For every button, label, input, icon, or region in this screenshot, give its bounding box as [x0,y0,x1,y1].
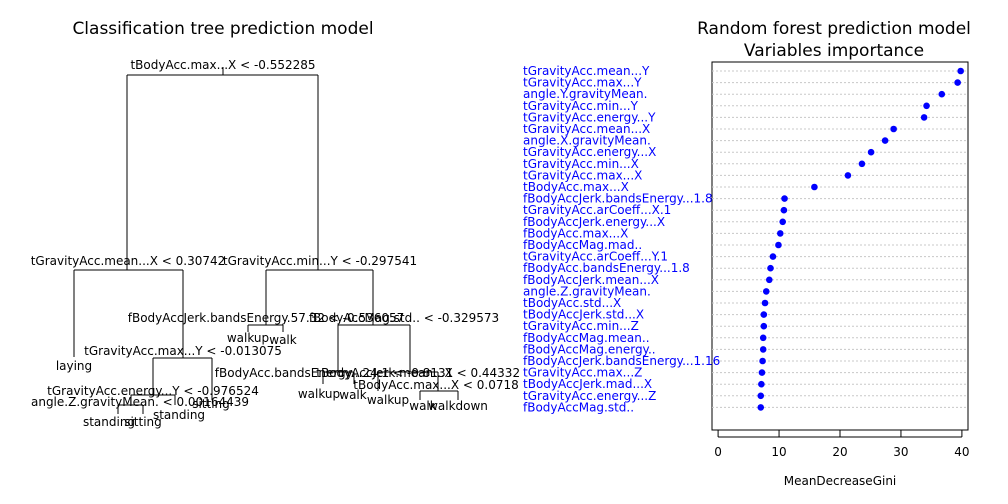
tree-leaf-label: walk [409,399,437,413]
variable-label: fBodyAccMag.std.. [523,400,634,414]
variable-label: tGravityAcc.energy...X [523,145,656,159]
tree-split-label: angle.Z.gravityMean. < 0.00164439 [31,395,249,409]
tree-split-label: tGravityAcc.energy...Y < -0.976524 [47,384,259,398]
variable-label: tGravityAcc.max...Y [523,76,642,90]
tree-split-label: fBodyAccJerk.bandsEnergy.57.32 < -0.5360… [128,311,405,325]
variable-label: tGravityAcc.energy...Y [523,110,656,124]
importance-point [769,253,777,260]
tree-leaf-label: walk [339,388,367,402]
importance-point [844,172,852,179]
variable-label: tBodyAccJerk.std...X [523,308,644,322]
variable-label: fBodyAccJerk.energy...X [523,215,665,229]
variable-label: tBodyAcc.max...X [523,180,629,194]
importance-point [920,114,928,121]
variable-label: tGravityAcc.energy...Z [523,389,656,403]
importance-point [923,102,930,110]
x-tick-label: 10 [771,445,786,459]
tree-split-label: tGravityAcc.min...Y < -0.297541 [223,254,417,268]
importance-point [765,276,773,284]
importance-point [858,160,866,168]
variable-label: tGravityAcc.arCoeff...Y.1 [523,250,668,264]
importance-point [760,322,768,330]
importance-point [759,334,767,342]
variable-label: fBodyAcc.bandsEnergy...1.8 [523,261,690,275]
tree-leaf-label: laying [56,359,92,373]
tree-split-label: tBodyAcc.max...X < -0.552285 [130,58,315,72]
importance-point [760,311,768,318]
variable-label: fBodyAccMag.mean.. [523,331,650,345]
tree-split-label: tBodyAccJerk.mean...X < 0.443322 [316,366,520,380]
tree-leaf-label: walkup [298,387,340,401]
importance-point [759,357,766,365]
x-tick-label: 40 [954,445,969,459]
tree-leaf-label: sitting [124,415,162,429]
importance-point [758,380,765,388]
variable-label: tGravityAcc.mean...Y [523,64,650,78]
variable-label: tBodyAcc.std...X [523,296,621,310]
importance-point [776,230,784,237]
importance-point [761,299,769,307]
importance-point [781,195,788,202]
x-tick-label: 0 [714,445,722,459]
variable-label: fBodyAccMag.energy.. [523,342,656,356]
tree-leaf-label: sitting [192,397,230,411]
tree-leaf-label: walkdown [428,399,488,413]
tree-split-label: tGravityAcc.mean...X < 0.30742 [31,254,226,268]
variable-label: fBodyAccJerk.bandsEnergy...1.8 [523,192,713,206]
tree-split-label: fBodyAccMag.std.. < -0.329573 [309,311,499,325]
tree-leaf-label: standing [83,415,135,429]
importance-point [881,137,889,144]
variable-label: fBodyAcc.max...X [523,226,628,240]
importance-point [757,392,765,400]
variable-label: tGravityAcc.min...Z [523,319,639,333]
variable-label: tGravityAcc.mean...X [523,122,650,136]
importance-point [938,90,946,98]
x-tick-label: 30 [893,445,908,459]
variable-label: fBodyAccMag.mad.. [523,238,642,252]
variable-label: tGravityAcc.min...Y [523,99,639,113]
importance-point [759,346,767,353]
tree-split-label: tGravityAcc.max...Y < -0.013075 [84,344,282,358]
variable-label: tBodyAccJerk.mad...X [523,377,652,391]
tree-split-label: tBodyAcc.max...X < 0.0718 [353,378,519,392]
importance-point [954,79,961,86]
importance-point [775,241,782,249]
tree-split-label: fBodyAcc.bandsEnergy...24.1 < -0.8131 [215,366,453,380]
variable-label: fBodyAccJerk.mean...X [523,273,659,287]
variable-label: tGravityAcc.max...X [523,168,642,182]
variable-label: tGravityAcc.arCoeff...X.1 [523,203,671,217]
tree-leaf-label: walkup [367,393,409,407]
importance-point [811,183,818,191]
classification-tree: tBodyAcc.max...X < -0.552285 tGravityAcc.… [31,58,520,429]
variable-label: fBodyAccJerk.bandsEnergy...1.16 [523,354,720,368]
variable-label: angle.Z.gravityMean. [523,284,651,298]
importance-point [890,125,897,133]
importance-point [780,206,788,214]
variable-label: angle.Y.gravityMean. [523,87,647,101]
importance-point [779,218,787,226]
x-axis-label: MeanDecreaseGini [784,474,897,488]
tree-leaf-label: walkup [227,331,269,345]
variable-label: angle.X.gravityMean. [523,134,651,148]
tree-leaf-label: walk [269,333,297,347]
importance-point [758,369,766,376]
forest-subtitle: Variables importance [743,41,925,61]
tree-title: Classification tree prediction model [72,19,374,39]
variable-label: tGravityAcc.max...Z [523,366,642,380]
x-tick-label: 20 [832,445,847,459]
variable-label: tGravityAcc.min...X [523,157,639,171]
importance-point [757,404,765,411]
importance-point [767,264,774,272]
forest-title: Random forest prediction model [697,19,971,39]
tree-leaf-label: standing [153,408,205,422]
importance-point [762,288,770,295]
importance-point [867,148,875,156]
importance-point [957,67,964,75]
